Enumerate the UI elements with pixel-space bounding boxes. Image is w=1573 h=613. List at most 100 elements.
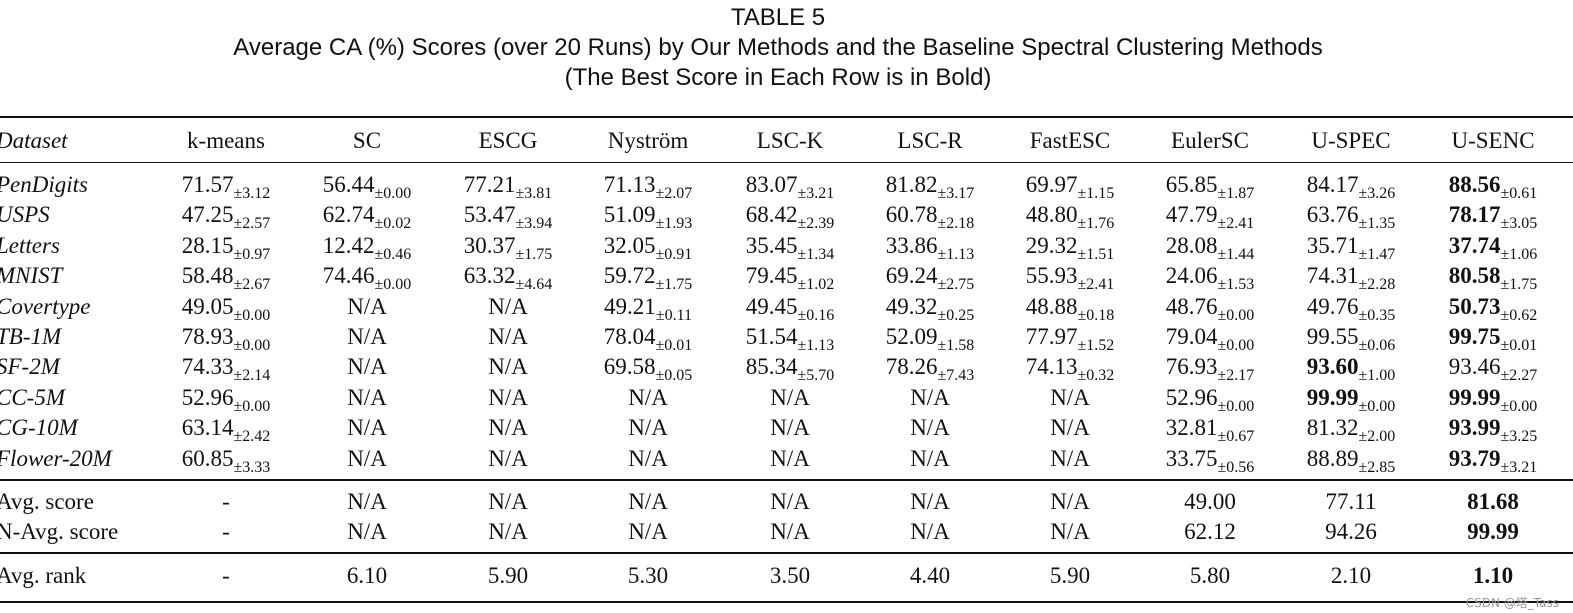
cell-value: 51.54 bbox=[745, 324, 798, 349]
dataset-name: USPS bbox=[0, 202, 50, 228]
cell-value: 69.97 bbox=[1025, 172, 1078, 197]
table-cell: 62.74±0.02 bbox=[292, 200, 442, 232]
cell-std: ±4.64 bbox=[515, 276, 553, 294]
cell-std: ±2.28 bbox=[1358, 276, 1396, 294]
cell-value: 48.88 bbox=[1025, 293, 1078, 319]
cell-std: ±2.41 bbox=[1077, 276, 1115, 294]
table-cell: 84.17±3.26 bbox=[1276, 170, 1426, 202]
cell-value: 37.74 bbox=[1448, 232, 1501, 258]
cell-std: ±2.41 bbox=[1217, 215, 1255, 233]
cell-std: ±1.13 bbox=[797, 337, 835, 354]
cell-std: ±0.67 bbox=[1217, 428, 1255, 446]
dataset-name: Flower-20M bbox=[0, 445, 112, 471]
table-cell: N/A bbox=[628, 489, 668, 514]
cell-value: 53.47 bbox=[463, 202, 516, 228]
cell-value: 76.93 bbox=[1165, 354, 1218, 380]
table-cell: N/A bbox=[1050, 415, 1090, 441]
table-cell: 52.96±0.00 bbox=[151, 383, 301, 415]
table-cell: 62.12 bbox=[1184, 519, 1236, 544]
cell-std: ±1.51 bbox=[1077, 245, 1115, 263]
table-cell: 80.58±1.75 bbox=[1418, 261, 1568, 293]
table-cell: 28.15±0.97 bbox=[151, 231, 301, 263]
cell-std: ±0.61 bbox=[1500, 185, 1538, 202]
table-cell: N/A bbox=[488, 354, 528, 380]
dataset-name: Covertype bbox=[0, 293, 91, 319]
table-cell: 33.75±0.56 bbox=[1135, 444, 1285, 476]
table-cell: 81.68 bbox=[1418, 487, 1568, 517]
table-cell: 33.86±1.13 bbox=[855, 231, 1005, 263]
table-cell: 77.11 bbox=[1325, 489, 1377, 514]
table-cell: 74.46±0.00 bbox=[292, 261, 442, 293]
table-title: Average CA (%) Scores (over 20 Runs) by … bbox=[233, 34, 1323, 61]
cell-value: 55.93 bbox=[1025, 263, 1078, 289]
table-cell: 81.32±2.00 bbox=[1276, 413, 1426, 445]
table-cell: 78.17±3.05 bbox=[1418, 200, 1568, 232]
cell-std: ±2.17 bbox=[1217, 367, 1255, 385]
cell-std: ±0.32 bbox=[1077, 367, 1115, 385]
cell-value: 49.76 bbox=[1306, 293, 1359, 319]
rule bbox=[0, 552, 1573, 554]
cell-std: ±3.25 bbox=[1500, 428, 1538, 446]
column-header: EulerSC bbox=[1171, 128, 1249, 153]
table-cell: 63.14±2.42 bbox=[151, 413, 301, 446]
rule bbox=[0, 116, 1573, 118]
cell-std: ±1.75 bbox=[515, 245, 553, 263]
cell-value: 78.17 bbox=[1448, 202, 1501, 228]
cell-value: 51.09 bbox=[603, 202, 656, 228]
table-cell: 56.44±0.00 bbox=[292, 170, 442, 202]
cell-value: 63.14 bbox=[181, 415, 234, 441]
cell-value: 28.15 bbox=[181, 232, 234, 258]
table-cell: 47.25±2.57 bbox=[151, 200, 301, 232]
table-cell: - bbox=[222, 519, 230, 544]
cell-std: ±2.07 bbox=[655, 185, 693, 202]
cell-std: ±2.42 bbox=[233, 428, 271, 446]
table-cell: N/A bbox=[488, 324, 528, 349]
table-cell: N/A bbox=[628, 415, 668, 441]
table-cell: N/A bbox=[910, 519, 950, 544]
cell-value: 99.99 bbox=[1306, 384, 1359, 410]
table-cell: 78.93±0.00 bbox=[151, 322, 301, 354]
cell-value: 33.75 bbox=[1165, 445, 1218, 471]
cell-std: ±0.56 bbox=[1217, 458, 1255, 476]
table-cell: 58.48±2.67 bbox=[151, 261, 301, 293]
table-cell: 78.26±7.43 bbox=[855, 352, 1005, 384]
cell-std: ±0.18 bbox=[1077, 306, 1115, 324]
table-cell: 6.10 bbox=[346, 563, 388, 588]
table-cell: N/A bbox=[910, 384, 950, 410]
cell-value: 60.85 bbox=[181, 445, 234, 471]
table-cell: 49.45±0.16 bbox=[715, 292, 865, 324]
table-cell: 77.21±3.81 bbox=[433, 170, 583, 202]
column-header: LSC-R bbox=[897, 128, 963, 153]
cell-std: ±3.94 bbox=[515, 215, 553, 233]
cell-value: 99.55 bbox=[1306, 324, 1359, 349]
cell-std: ±3.81 bbox=[515, 185, 553, 202]
table-cell: N/A bbox=[628, 445, 668, 471]
cell-std: ±1.35 bbox=[1358, 215, 1396, 233]
cell-value: 78.93 bbox=[181, 324, 234, 349]
table-cell: N/A bbox=[488, 445, 528, 471]
dataset-name: CG-10M bbox=[0, 415, 78, 441]
dataset-name: CC-5M bbox=[0, 384, 65, 410]
rule bbox=[0, 601, 1573, 603]
table-cell: 93.79±3.21 bbox=[1418, 444, 1568, 476]
cell-value: 79.45 bbox=[745, 263, 798, 289]
cell-value: 30.37 bbox=[463, 232, 516, 258]
table-cell: 68.42±2.39 bbox=[715, 200, 865, 232]
table-cell: 5.90 bbox=[1049, 563, 1091, 588]
table-cell: N/A bbox=[347, 489, 387, 514]
cell-std: ±3.17 bbox=[937, 185, 975, 202]
cell-value: 85.34 bbox=[745, 354, 798, 380]
cell-value: 74.13 bbox=[1025, 354, 1078, 380]
column-header: Nyström bbox=[607, 128, 689, 153]
cell-value: 80.58 bbox=[1448, 263, 1501, 289]
table-cell: N/A bbox=[1050, 445, 1090, 471]
table-cell: 32.05±0.91 bbox=[573, 231, 723, 263]
column-header: FastESC bbox=[1029, 128, 1111, 153]
table-cell: 55.93±2.41 bbox=[995, 261, 1145, 294]
row-label: Avg. score bbox=[0, 489, 94, 514]
table-cell: 59.72±1.75 bbox=[573, 261, 723, 293]
table-cell: N/A bbox=[347, 324, 387, 349]
table-label: TABLE 5 bbox=[730, 4, 826, 31]
table-cell: 53.47±3.94 bbox=[433, 200, 583, 233]
cell-value: 48.80 bbox=[1025, 202, 1078, 228]
